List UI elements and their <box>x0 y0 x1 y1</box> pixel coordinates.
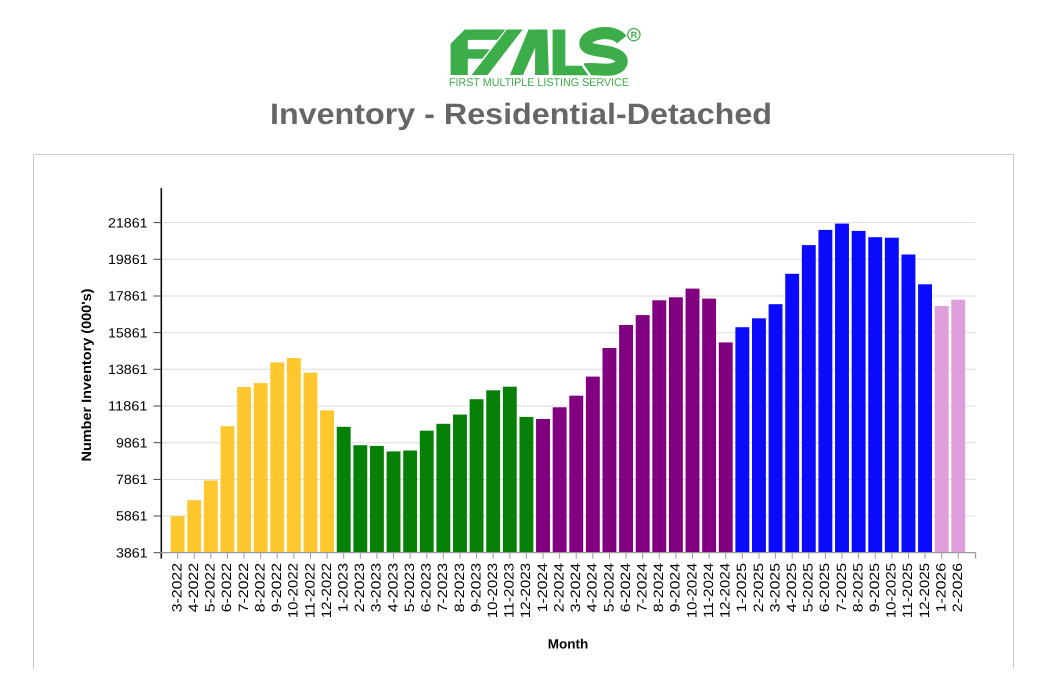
svg-text:R: R <box>631 30 638 40</box>
svg-text:Month: Month <box>548 637 588 652</box>
svg-text:9861: 9861 <box>116 435 148 450</box>
svg-text:10-2024: 10-2024 <box>684 562 699 618</box>
svg-text:7-2025: 7-2025 <box>834 563 849 612</box>
svg-text:3-2022: 3-2022 <box>169 563 184 612</box>
svg-text:3861: 3861 <box>116 545 148 560</box>
svg-text:5-2022: 5-2022 <box>203 563 218 612</box>
svg-text:11-2025: 11-2025 <box>900 563 915 618</box>
svg-text:5861: 5861 <box>116 509 148 524</box>
svg-text:2-2024: 2-2024 <box>551 562 566 612</box>
svg-text:8-2025: 8-2025 <box>850 563 865 612</box>
svg-text:6-2024: 6-2024 <box>618 562 633 612</box>
svg-text:4-2025: 4-2025 <box>784 563 799 612</box>
svg-text:10-2023: 10-2023 <box>485 563 500 618</box>
svg-text:6-2022: 6-2022 <box>219 563 234 612</box>
svg-text:FIRST MULTIPLE LISTING SERVICE: FIRST MULTIPLE LISTING SERVICE <box>449 77 629 89</box>
svg-text:11-2022: 11-2022 <box>302 563 317 618</box>
svg-text:9-2024: 9-2024 <box>668 562 683 612</box>
svg-text:3-2023: 3-2023 <box>369 563 384 612</box>
svg-text:8-2023: 8-2023 <box>452 563 467 612</box>
svg-text:3-2025: 3-2025 <box>767 563 782 612</box>
svg-text:1-2026: 1-2026 <box>933 563 948 612</box>
svg-text:11-2023: 11-2023 <box>502 563 517 618</box>
svg-text:7861: 7861 <box>116 472 148 487</box>
svg-text:10-2025: 10-2025 <box>884 563 899 618</box>
svg-text:7-2023: 7-2023 <box>435 563 450 612</box>
svg-text:12-2022: 12-2022 <box>319 563 334 618</box>
svg-text:11-2024: 11-2024 <box>701 562 716 618</box>
svg-text:12-2024: 12-2024 <box>718 562 733 618</box>
svg-text:11861: 11861 <box>108 399 148 414</box>
svg-text:5-2024: 5-2024 <box>601 562 616 612</box>
svg-text:4-2022: 4-2022 <box>186 563 201 612</box>
svg-text:19861: 19861 <box>108 252 148 267</box>
svg-text:2-2025: 2-2025 <box>751 563 766 612</box>
svg-text:7-2024: 7-2024 <box>634 562 649 612</box>
svg-text:4-2023: 4-2023 <box>385 563 400 612</box>
svg-text:8-2022: 8-2022 <box>252 563 267 612</box>
svg-text:1-2024: 1-2024 <box>535 562 550 612</box>
svg-text:12-2023: 12-2023 <box>518 563 533 618</box>
svg-text:5-2023: 5-2023 <box>402 563 417 612</box>
svg-text:13861: 13861 <box>108 362 148 377</box>
svg-text:1-2025: 1-2025 <box>734 563 749 612</box>
svg-text:1-2023: 1-2023 <box>336 563 351 612</box>
svg-text:4-2024: 4-2024 <box>585 562 600 612</box>
svg-text:3-2024: 3-2024 <box>568 562 583 612</box>
svg-text:Number Inventory (000's): Number Inventory (000's) <box>79 289 94 462</box>
svg-text:2-2023: 2-2023 <box>352 563 367 612</box>
svg-text:10-2022: 10-2022 <box>286 563 301 618</box>
svg-text:Inventory - Residential-Detach: Inventory - Residential-Detached <box>270 98 772 131</box>
svg-text:9-2025: 9-2025 <box>867 563 882 612</box>
svg-text:21861: 21861 <box>108 215 148 230</box>
svg-text:2-2026: 2-2026 <box>950 563 965 612</box>
svg-text:8-2024: 8-2024 <box>651 562 666 612</box>
svg-text:5-2025: 5-2025 <box>801 563 816 612</box>
svg-text:6-2025: 6-2025 <box>817 563 832 612</box>
svg-text:9-2022: 9-2022 <box>269 563 284 612</box>
svg-text:7-2022: 7-2022 <box>236 563 251 612</box>
svg-text:17861: 17861 <box>108 289 148 304</box>
svg-text:6-2023: 6-2023 <box>419 563 434 612</box>
svg-text:12-2025: 12-2025 <box>917 563 932 618</box>
svg-text:9-2023: 9-2023 <box>468 563 483 612</box>
svg-text:15861: 15861 <box>108 325 148 340</box>
